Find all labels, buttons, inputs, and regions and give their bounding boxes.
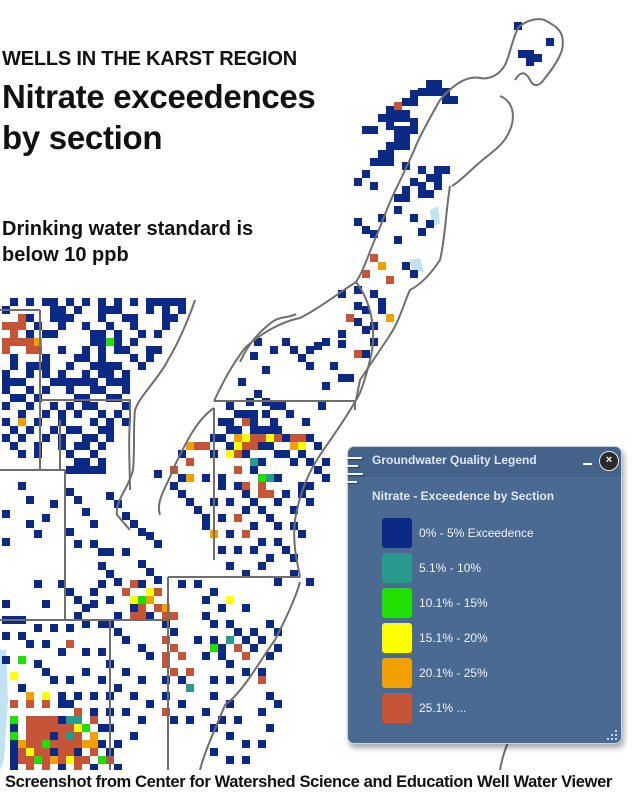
legend-label: 20.1% - 25% (419, 665, 488, 680)
legend-label: 10.1% - 15% (419, 595, 488, 610)
legend-label: 15.1% - 20% (419, 630, 488, 645)
legend-label: 0% - 5% Exceedence (419, 525, 534, 540)
swatch-10-15 (382, 587, 412, 618)
legend-item: 20.1% - 25% (382, 655, 534, 690)
drag-handle-icon[interactable] (346, 457, 363, 489)
subhead-line-1: Drinking water standard is (2, 218, 254, 240)
legend-item: 25.1% ... (382, 690, 534, 725)
close-icon[interactable]: × (599, 451, 619, 471)
kicker: WELLS IN THE KARST REGION (2, 48, 298, 70)
legend-label: 5.1% - 10% (419, 560, 482, 575)
resize-grip-icon[interactable] (607, 730, 617, 740)
legend-item: 15.1% - 20% (382, 620, 534, 655)
section-cells (2, 22, 554, 770)
swatch-15-20 (382, 622, 412, 653)
swatch-0-5 (382, 517, 412, 548)
source-credit: Screenshot from Center for Watershed Sci… (5, 773, 612, 791)
legend-item: 10.1% - 15% (382, 585, 534, 620)
county-boundaries (0, 18, 564, 770)
legend-item: 5.1% - 10% (382, 550, 534, 585)
title-block: WELLS IN THE KARST REGION Nitrate exceed… (2, 46, 316, 158)
swatch-25-plus (382, 692, 412, 723)
headline-line-1: Nitrate exceedences (2, 78, 316, 115)
page-title: Nitrate exceedences by section (2, 76, 316, 158)
legend-label: 25.1% ... (419, 700, 467, 715)
headline-line-2: by section (2, 119, 163, 156)
legend-item: 0% - 5% Exceedence (382, 515, 534, 550)
swatch-20-25 (382, 657, 412, 688)
subhead-line-2: below 10 ppb (2, 244, 129, 266)
legend-subtitle: Nitrate - Exceedence by Section (372, 489, 555, 503)
legend-title: Groundwater Quality Legend (372, 453, 537, 467)
minimize-icon[interactable] (583, 463, 592, 465)
legend-list: 0% - 5% Exceedence 5.1% - 10% 10.1% - 15… (382, 515, 534, 725)
subheading: Drinking water standard is below 10 ppb (2, 216, 253, 268)
legend-panel[interactable]: Groundwater Quality Legend × Nitrate - E… (346, 446, 622, 744)
nitrate-map[interactable] (0, 0, 641, 770)
legend-header[interactable]: Groundwater Quality Legend × (348, 447, 621, 477)
swatch-5-10 (382, 552, 412, 583)
